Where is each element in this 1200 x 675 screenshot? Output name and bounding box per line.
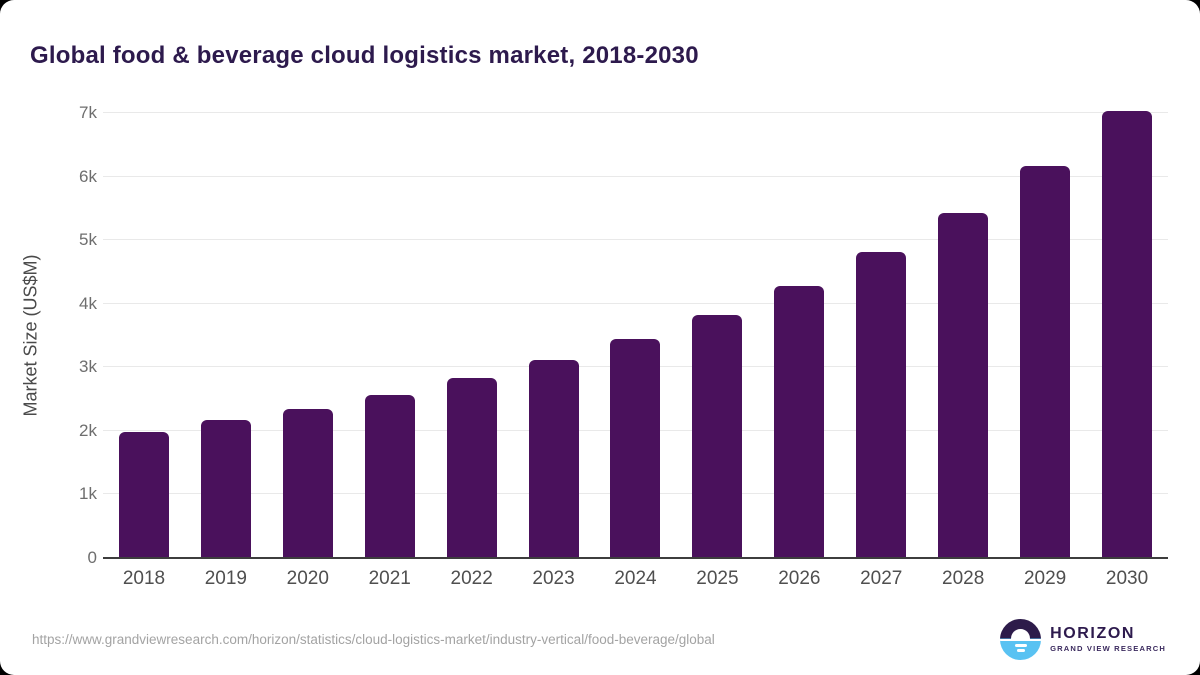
x-axis-label-2028: 2028 — [942, 568, 985, 589]
chart-title: Global food & beverage cloud logistics m… — [30, 42, 699, 70]
bar-2025[interactable] — [692, 314, 743, 558]
x-axis-label-2021: 2021 — [368, 568, 411, 589]
bar-2030[interactable] — [1102, 111, 1153, 558]
reflection-dash — [1016, 649, 1025, 652]
x-axis-label-2029: 2029 — [1023, 568, 1067, 589]
y-axis-title: Market Size (US$M) — [14, 113, 48, 558]
logo-brand-name: HORIZON — [1050, 625, 1136, 643]
y-tick-label-2k: 2k — [79, 420, 97, 440]
bar-slot-2025 — [676, 113, 758, 558]
bar-2026[interactable] — [774, 285, 825, 558]
horizon-logo[interactable]: HORIZON GRAND VIEW RESEARCH — [1000, 619, 1166, 660]
x-axis-label-2024: 2024 — [614, 568, 657, 589]
bar-slot-2028 — [922, 113, 1004, 558]
bar-2024[interactable] — [610, 339, 661, 558]
x-axis-label-2020: 2020 — [286, 568, 329, 589]
y-tick-label-7k: 7k — [79, 103, 97, 122]
reflection-dash — [1014, 644, 1027, 647]
horizon-logo-icon — [1000, 619, 1042, 660]
y-tick-label-4k: 4k — [79, 293, 97, 313]
bar-2022[interactable] — [446, 378, 497, 558]
bar-slot-2019 — [185, 113, 267, 558]
bar-2020[interactable] — [282, 409, 333, 558]
x-axis-label-2023: 2023 — [532, 568, 575, 589]
x-axis-label-2019: 2019 — [204, 568, 248, 589]
bar-2019[interactable] — [200, 420, 251, 558]
x-axis-labels: 2018 2019 2020 2021 2022 2023 2024 2025 2026 2027… — [103, 568, 1168, 590]
y-tick-label-5k: 5k — [79, 230, 97, 250]
bar-2029[interactable] — [1020, 166, 1071, 558]
x-axis-label-2030: 2030 — [1105, 568, 1149, 589]
logo-sub-brand: GRAND VIEW RESEARCH — [1050, 644, 1166, 654]
bar-slot-2026 — [758, 113, 840, 558]
bar-slot-2027 — [840, 113, 922, 558]
bars-container — [103, 111, 1168, 558]
bar-2028[interactable] — [938, 213, 989, 558]
logo-text: HORIZON GRAND VIEW RESEARCH — [1050, 626, 1166, 653]
bar-slot-2022 — [431, 113, 513, 558]
x-axis-line — [103, 557, 1168, 559]
bar-2021[interactable] — [364, 394, 415, 558]
gridline-4000 — [103, 302, 1168, 304]
gridline-6000 — [103, 175, 1168, 177]
x-axis-label-2018: 2018 — [122, 568, 166, 589]
bar-slot-2029 — [1004, 113, 1086, 558]
x-axis-label-2026: 2026 — [778, 568, 821, 589]
source-url: https://www.grandviewresearch.com/horizo… — [32, 632, 715, 647]
bar-slot-2024 — [595, 113, 677, 558]
gridline-7000 — [103, 112, 1168, 113]
sun-icon — [1011, 629, 1031, 639]
bar-2018[interactable] — [118, 431, 169, 558]
gridline-5000 — [103, 239, 1168, 241]
y-axis-title-text: Market Size (US$M) — [20, 254, 41, 417]
y-tick-label-6k: 6k — [79, 166, 97, 186]
plot-area — [103, 111, 1168, 559]
x-axis-label-2027: 2027 — [860, 568, 903, 589]
bar-2023[interactable] — [528, 360, 579, 558]
y-tick-label-0: 0 — [87, 548, 97, 567]
y-tick-label-1k: 1k — [79, 484, 97, 504]
bar-slot-2030 — [1086, 111, 1168, 558]
x-axis-label-2025: 2025 — [696, 568, 739, 589]
bar-2027[interactable] — [856, 252, 907, 558]
y-tick-label-3k: 3k — [79, 357, 97, 377]
y-axis-tick-labels: 0 1k 2k 3k 4k 5k 6k 7k — [50, 103, 97, 567]
bar-slot-2023 — [513, 113, 595, 558]
x-axis-label-2022: 2022 — [450, 568, 493, 589]
bar-slot-2020 — [267, 113, 349, 558]
horizon-line — [1000, 638, 1042, 642]
bar-slot-2021 — [349, 113, 431, 558]
bar-slot-2018 — [103, 113, 185, 558]
